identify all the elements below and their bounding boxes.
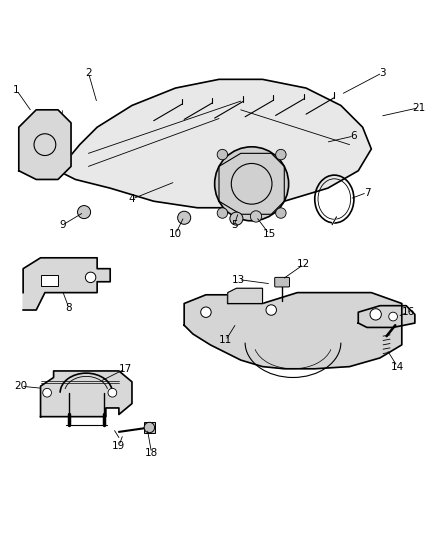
- Circle shape: [389, 312, 397, 321]
- Text: 7: 7: [364, 188, 370, 198]
- Text: 11: 11: [219, 335, 232, 345]
- Text: 2: 2: [85, 68, 92, 78]
- Text: 8: 8: [66, 303, 72, 313]
- Polygon shape: [23, 258, 110, 310]
- Polygon shape: [184, 293, 402, 369]
- Text: 17: 17: [119, 364, 132, 374]
- Text: 4: 4: [129, 194, 135, 204]
- Circle shape: [266, 305, 276, 315]
- Circle shape: [108, 389, 117, 397]
- Polygon shape: [228, 288, 262, 303]
- Text: 3: 3: [379, 68, 385, 78]
- Text: 10: 10: [169, 229, 182, 239]
- Circle shape: [276, 149, 286, 160]
- Text: 16: 16: [402, 307, 415, 317]
- Bar: [41, 275, 58, 286]
- Circle shape: [144, 422, 155, 433]
- Circle shape: [370, 309, 381, 320]
- Text: 6: 6: [350, 131, 357, 141]
- Circle shape: [78, 206, 91, 219]
- Circle shape: [230, 212, 243, 225]
- Circle shape: [217, 149, 228, 160]
- Text: 14: 14: [391, 361, 404, 372]
- FancyBboxPatch shape: [275, 277, 290, 287]
- Text: 19: 19: [112, 441, 126, 451]
- Polygon shape: [19, 110, 71, 180]
- Text: 5: 5: [231, 220, 237, 230]
- Polygon shape: [358, 305, 415, 327]
- Polygon shape: [41, 371, 132, 417]
- Circle shape: [43, 389, 51, 397]
- Circle shape: [251, 211, 261, 222]
- Text: 1: 1: [13, 85, 20, 95]
- Polygon shape: [219, 154, 284, 214]
- Text: 18: 18: [145, 448, 158, 458]
- Circle shape: [178, 211, 191, 224]
- Circle shape: [217, 208, 228, 219]
- Text: 21: 21: [413, 103, 426, 112]
- Circle shape: [215, 147, 289, 221]
- Circle shape: [276, 208, 286, 219]
- Text: 12: 12: [297, 260, 311, 269]
- Circle shape: [85, 272, 96, 282]
- Text: 20: 20: [14, 381, 28, 391]
- Circle shape: [201, 307, 211, 318]
- Text: 9: 9: [59, 220, 66, 230]
- Bar: [144, 422, 155, 433]
- Text: 13: 13: [232, 274, 245, 285]
- Polygon shape: [58, 79, 371, 208]
- Text: 15: 15: [262, 229, 276, 239]
